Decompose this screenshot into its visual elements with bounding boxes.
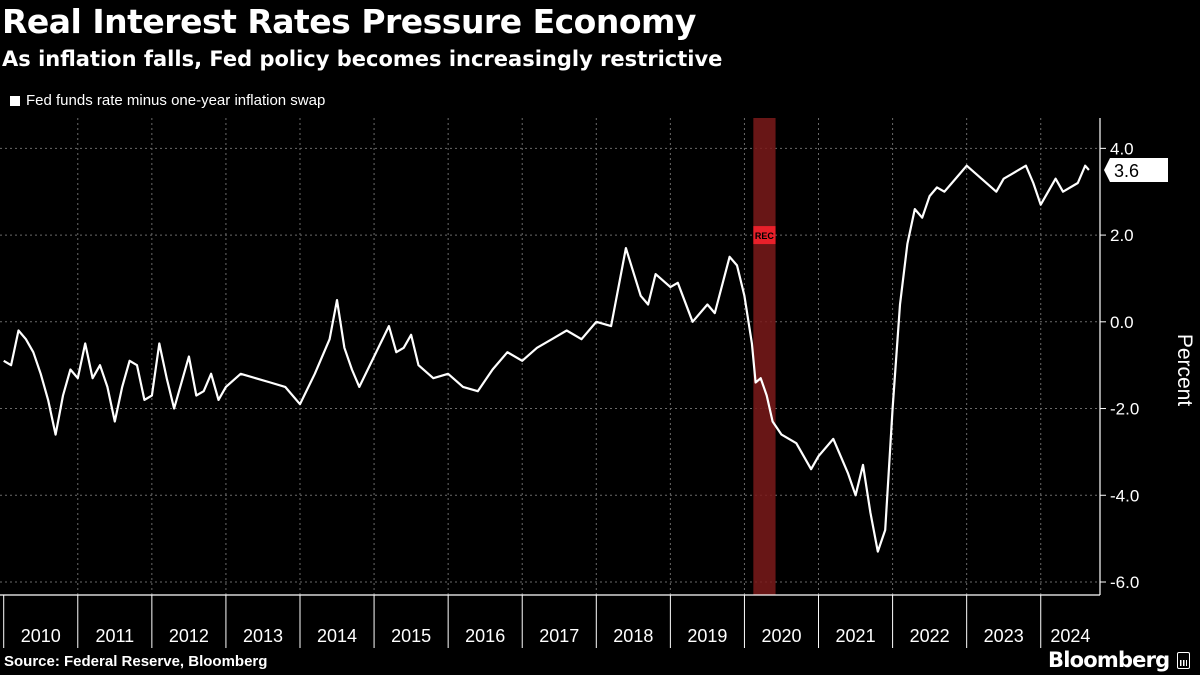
- legend-label: Fed funds rate minus one-year inflation …: [26, 92, 326, 109]
- x-tick-label: 2024: [1050, 626, 1090, 646]
- recession-label-box: [753, 226, 776, 245]
- source-note: Source: Federal Reserve, Bloomberg: [4, 653, 268, 670]
- x-tick-label: 2017: [539, 626, 579, 646]
- y-axis-label: Percent: [1173, 334, 1196, 407]
- legend-swatch: [10, 95, 20, 106]
- terminal-icon: [1177, 651, 1191, 669]
- x-tick-label: 2012: [169, 626, 209, 646]
- y-tick-label: -2.0: [1110, 400, 1139, 419]
- chart-subtitle: As inflation falls, Fed policy becomes i…: [2, 47, 723, 71]
- x-tick-label: 2023: [984, 626, 1024, 646]
- chart-title: Real Interest Rates Pressure Economy: [2, 2, 696, 41]
- x-tick-label: 2019: [687, 626, 727, 646]
- chart-labels: 3.6: [1104, 158, 1168, 183]
- series-line: [3, 164, 1090, 553]
- y-tick-label: 0.0: [1110, 313, 1134, 332]
- x-tick-label: 2014: [317, 626, 357, 646]
- recession-layer: REC: [753, 118, 776, 595]
- x-tick-label: 2021: [836, 626, 876, 646]
- recession-label: REC: [755, 231, 775, 241]
- last-value-badge: [1104, 158, 1168, 183]
- chart-axes: 4.0 2.0 0.0 -2.0 -4.0 -6.0 2010 2011 2012 2013 201…: [0, 118, 1196, 648]
- series-layer: [3, 164, 1090, 553]
- x-tick-label: 2016: [465, 626, 505, 646]
- brand-logo: Bloomberg: [1048, 648, 1191, 672]
- y-tick-label: 2.0: [1110, 226, 1134, 245]
- chart-legend: Fed funds rate minus one-year inflation …: [10, 92, 325, 109]
- y-tick-label: -4.0: [1110, 486, 1139, 505]
- x-tick-label: 2020: [761, 626, 801, 646]
- y-tick-label: 4.0: [1110, 139, 1134, 158]
- x-tick-label: 2010: [21, 626, 61, 646]
- x-tick-label: 2022: [910, 626, 950, 646]
- x-tick-label: 2015: [391, 626, 431, 646]
- chart-grid: [0, 118, 1100, 595]
- x-tick-label: 2011: [95, 626, 134, 646]
- recession-band: [753, 118, 776, 595]
- x-tick-label: 2013: [243, 626, 283, 646]
- brand-name: Bloomberg: [1048, 648, 1170, 672]
- y-tick-label: -6.0: [1110, 573, 1139, 592]
- x-tick-label: 2018: [613, 626, 653, 646]
- last-value-label: 3.6: [1114, 161, 1139, 181]
